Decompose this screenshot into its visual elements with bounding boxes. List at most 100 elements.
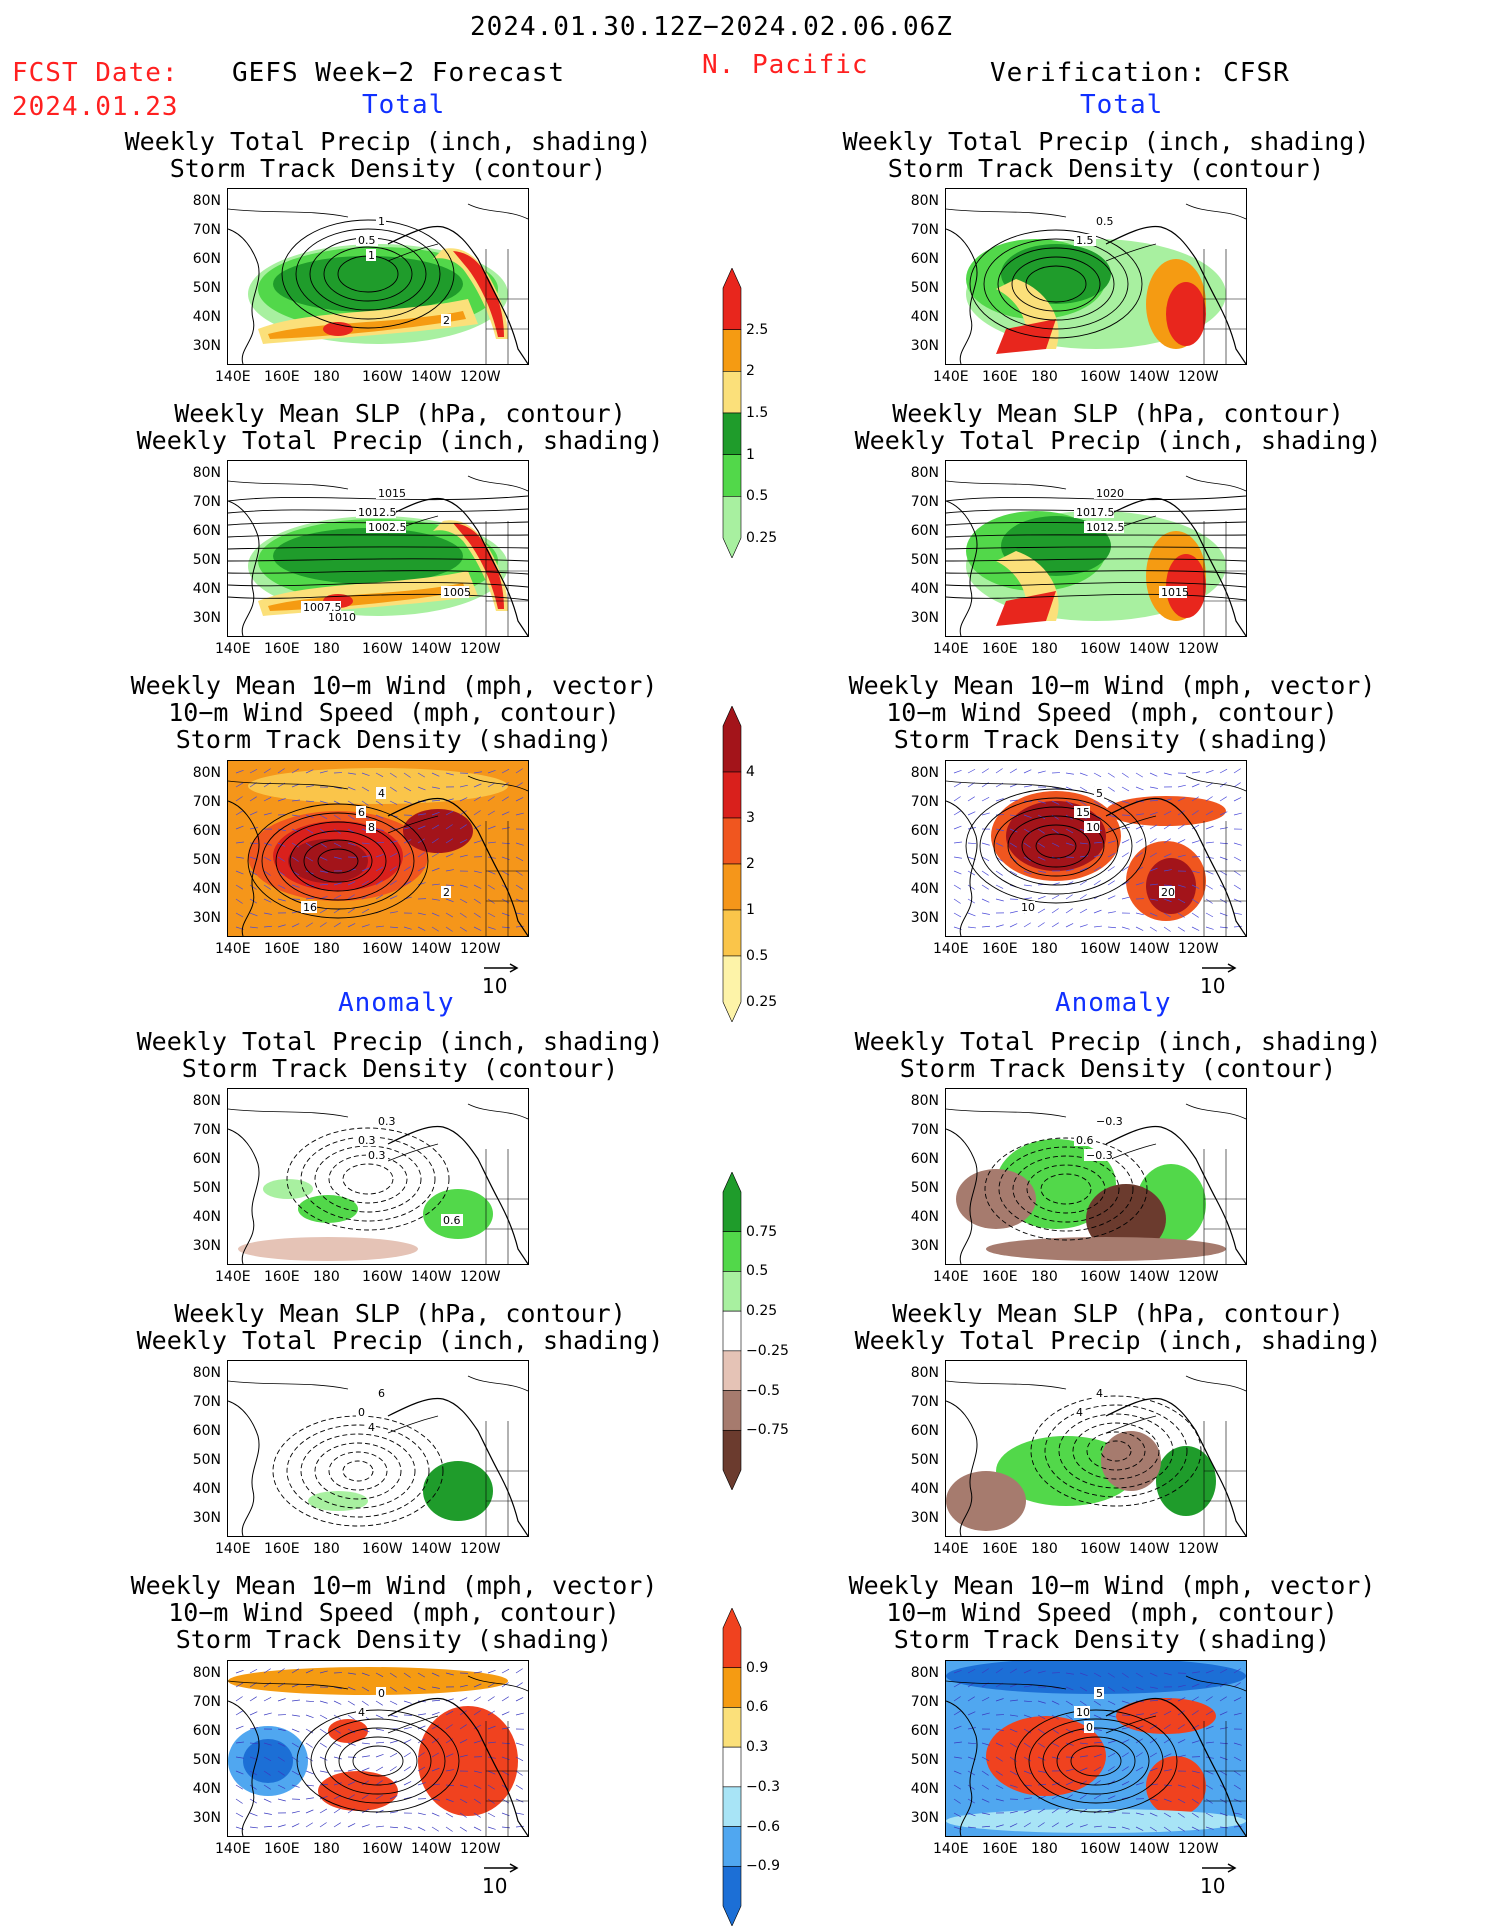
colorbar-segment: [723, 1351, 741, 1391]
colorbar-label: 1: [746, 447, 755, 463]
anom-dry-central: [1101, 1431, 1161, 1491]
asia-coastline: [228, 1401, 259, 1536]
colorbar-label: 0.25: [746, 1303, 777, 1319]
lon-tick: 180: [313, 369, 340, 385]
boundaries: [486, 1421, 528, 1536]
contour-label: 0: [1086, 1721, 1093, 1734]
lat-tick: 60N: [899, 1423, 939, 1439]
colorbar-segment: [723, 1311, 741, 1351]
contour-label: 0: [378, 1687, 385, 1700]
contour-line: [273, 1416, 443, 1526]
contour-label: 1.5: [1076, 234, 1094, 247]
title-fcst-anom-wind-storm: Weekly Mean 10−m Wind (mph, vector)10−m …: [74, 1572, 714, 1653]
contour-label: 0: [358, 1406, 365, 1419]
contour-label: 6: [378, 1387, 385, 1400]
colorbar-segment: [723, 1391, 741, 1431]
lon-tick: 120W: [1178, 941, 1219, 957]
lon-tick: 140E: [215, 641, 251, 657]
lat-tick: 80N: [181, 1365, 221, 1381]
lat-tick: 50N: [181, 552, 221, 568]
arctic-coastline: [946, 481, 1066, 489]
lat-tick: 70N: [899, 222, 939, 238]
lat-tick: 40N: [181, 309, 221, 325]
colorbar-label: 2.5: [746, 322, 768, 338]
contour-line: [329, 1452, 387, 1490]
title-ver-anom-precip-storm: Weekly Total Precip (inch, shading)Storm…: [798, 1028, 1438, 1082]
title-ver-precip-storm: Weekly Total Precip (inch, shading)Storm…: [786, 128, 1426, 182]
lon-tick: 120W: [1178, 1269, 1219, 1285]
lat-tick: 60N: [899, 1723, 939, 1739]
lon-tick: 160E: [982, 641, 1018, 657]
anom-pos-north: [1116, 1698, 1216, 1734]
verification-title: Verification: CFSR: [990, 58, 1290, 88]
contour-label: 2: [443, 314, 450, 327]
colorbar-storm_total: [722, 706, 742, 1026]
lat-tick: 70N: [181, 794, 221, 810]
colorbar-segment: [723, 268, 741, 330]
title-ver-slp-precip: Weekly Mean SLP (hPa, contour)Weekly Tot…: [798, 400, 1438, 454]
lon-tick: 160W: [1080, 641, 1121, 657]
lon-tick: 140W: [1129, 1841, 1170, 1857]
contour-label: 10: [1021, 901, 1035, 914]
anom-dry-west: [946, 1471, 1026, 1531]
colorbar-label: 1: [746, 902, 755, 918]
colorbar-label: 0.25: [746, 994, 777, 1010]
lat-tick: 40N: [181, 1481, 221, 1497]
contour-label: 16: [303, 901, 317, 914]
asia-coastline: [946, 501, 977, 636]
lat-tick: 80N: [899, 1665, 939, 1681]
arctic-coastline: [946, 209, 1066, 217]
lat-tick: 80N: [899, 193, 939, 209]
lat-tick: 60N: [181, 1151, 221, 1167]
lon-tick: 180: [1031, 1841, 1058, 1857]
lat-tick: 80N: [899, 465, 939, 481]
lat-tick: 30N: [181, 338, 221, 354]
contour-label: 1010: [328, 611, 356, 624]
title-fcst-wind-storm: Weekly Mean 10−m Wind (mph, vector)10−m …: [74, 672, 714, 753]
lon-tick: 160E: [264, 369, 300, 385]
fcst-date-value: 2024.01.23: [12, 92, 179, 122]
lat-tick: 50N: [899, 852, 939, 868]
lat-tick: 30N: [899, 610, 939, 626]
title-fcst-slp-precip: Weekly Mean SLP (hPa, contour)Weekly Tot…: [80, 400, 720, 454]
contour-label: 4: [1096, 1387, 1103, 1400]
lon-tick: 140E: [215, 1841, 251, 1857]
lon-tick: 160E: [264, 641, 300, 657]
colorbar-segment: [723, 1827, 741, 1867]
lon-tick: 120W: [460, 1269, 501, 1285]
colorbar-label: 0.6: [746, 1699, 768, 1715]
lon-tick: 160E: [264, 1541, 300, 1557]
lat-tick: 40N: [899, 1209, 939, 1225]
contour-label: 10: [1086, 821, 1100, 834]
asia-coastline: [946, 229, 977, 364]
lon-tick: 160W: [362, 941, 403, 957]
lon-tick: 120W: [460, 369, 501, 385]
contour-label: 8: [368, 821, 375, 834]
contour-line: [343, 1164, 393, 1194]
contour-label: 15: [1076, 806, 1090, 819]
contour-label: 4: [358, 1706, 365, 1719]
lat-tick: 60N: [181, 251, 221, 267]
colorbar-precip_total: [722, 268, 742, 562]
contour-label: 0.3: [368, 1149, 386, 1162]
contour-label: 2: [443, 886, 450, 899]
lon-tick: 160E: [264, 1841, 300, 1857]
colorbar-label: 0.5: [746, 948, 768, 964]
colorbar-segment: [723, 772, 741, 818]
lon-tick: 160E: [264, 941, 300, 957]
lon-tick: 160E: [982, 1269, 1018, 1285]
lon-tick: 140E: [215, 1269, 251, 1285]
lat-tick: 50N: [181, 1452, 221, 1468]
canada-arctic-coastline: [468, 1376, 528, 1391]
lon-tick: 120W: [1178, 641, 1219, 657]
contour-label: 1020: [1096, 487, 1124, 500]
lon-tick: 140E: [215, 369, 251, 385]
lat-tick: 50N: [181, 1752, 221, 1768]
lat-tick: 80N: [899, 1093, 939, 1109]
anom-green-east: [423, 1461, 493, 1521]
lon-tick: 160E: [982, 941, 1018, 957]
canada-arctic-coastline: [468, 476, 528, 491]
arctic-coastline: [228, 481, 348, 489]
